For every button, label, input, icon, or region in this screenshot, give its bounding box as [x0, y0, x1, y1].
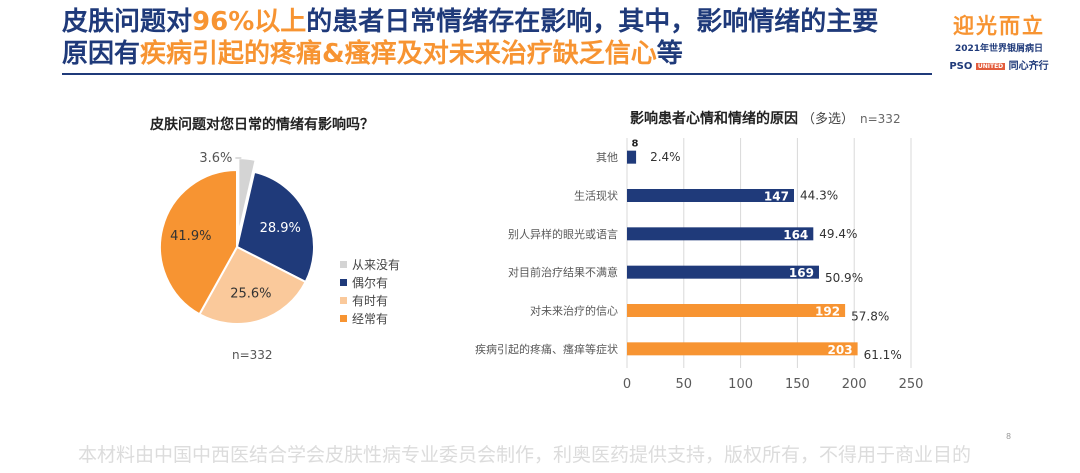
bar-percent-label: 61.1% [864, 348, 902, 362]
bar [627, 150, 637, 164]
bar-sample-size: n=332 [860, 112, 901, 126]
legend-item: 经常有 [340, 309, 400, 327]
headline-text: 等 [656, 39, 683, 69]
bar-category-label: 其他 [596, 151, 618, 164]
headline: 皮肤问题对96%以上的患者日常情绪存在影响，其中，影响情绪的主要 原因有疾病引起… [62, 6, 942, 70]
legend-item: 有时有 [340, 291, 400, 309]
headline-divider [62, 73, 932, 75]
bar-chart-title: 影响患者心情和情绪的原因 （多选） n=332 [630, 108, 901, 128]
bar-x-tick-label: 200 [842, 377, 867, 392]
page-number: 8 [1006, 432, 1012, 441]
headline-text: 皮肤问题对 [62, 7, 193, 37]
legend-swatch [340, 278, 347, 286]
headline-text: 原因有 [62, 39, 141, 69]
pie-slice-label: 28.9% [260, 221, 301, 236]
pie-slice [198, 245, 307, 325]
headline-line-2: 原因有疾病引起的疼痛&瘙痒及对未来治疗缺乏信心等 [62, 38, 942, 70]
bar [627, 227, 814, 241]
bar-x-tick-label: 100 [728, 377, 753, 392]
bar-value-label: 169 [789, 266, 814, 280]
bar-percent-label: 50.9% [825, 271, 863, 285]
pie-sample-size: n=332 [232, 348, 273, 362]
bar-category-label: 疾病引起的疼痛、瘙痒等症状 [475, 342, 618, 356]
bar-x-tick-label: 150 [785, 377, 810, 392]
headline-highlight: 96%以上 [192, 7, 307, 37]
bar [627, 189, 794, 202]
bar-value-label: 192 [815, 305, 840, 319]
legend-swatch [340, 260, 347, 268]
bar-x-tick-label: 50 [676, 377, 693, 392]
bar [627, 304, 846, 317]
bar-x-tick-label: 250 [899, 377, 924, 392]
bar-percent-label: 44.3% [800, 189, 838, 203]
bar-category-label: 对目前治疗结果不满意 [508, 265, 618, 279]
bar-chart-title-text: 影响患者心情和情绪的原因 [630, 111, 798, 127]
pie-chart: 3.6% 28.9% 25.6% 41.9% [159, 151, 315, 325]
pie-slice-label: 3.6% [199, 151, 232, 166]
legend-label: 经常有 [352, 311, 389, 326]
pie-legend: 从来没有偶尔有有时有经常有 [340, 255, 400, 327]
bar-category-label: 别人异样的眼光或语言 [508, 227, 618, 241]
brand-tagline: 同心齐行 [1008, 61, 1049, 72]
pie-slice-label: 41.9% [170, 229, 211, 244]
bar-category-label: 生活现状 [574, 189, 618, 203]
footer-disclaimer: 本材料由中国中西医结合学会皮肤性病专业委员会制作，利奥医药提供支持，版权所有，不… [78, 444, 972, 466]
bar-chart-title-note: （多选） [802, 112, 855, 127]
headline-text: 的患者日常情绪存在影响，其中，影响情绪的主要 [306, 7, 879, 37]
headline-line-1: 皮肤问题对96%以上的患者日常情绪存在影响，其中，影响情绪的主要 [62, 6, 942, 38]
bar [627, 342, 858, 356]
brand-badge: UNITED [975, 62, 1006, 70]
bar-value-label: 203 [828, 343, 853, 357]
legend-swatch [340, 296, 347, 304]
brand-pso: PSO [949, 61, 973, 72]
pie-chart-title: 皮肤问题对您日常的情绪有影响吗？ [150, 117, 374, 133]
bar-percent-label: 57.8% [851, 310, 889, 324]
legend-swatch [340, 314, 347, 322]
legend-item: 偶尔有 [340, 273, 400, 291]
legend-label: 有时有 [352, 293, 389, 308]
brand-subtitle: 2021年世界银屑病日 [954, 44, 1044, 54]
brand-tagline-row: PSO UNITED 同心齐行 [944, 57, 1054, 72]
pie-slice [159, 168, 238, 316]
legend-label: 偶尔有 [352, 275, 389, 290]
brand-title: 迎光而立 [953, 14, 1045, 38]
pie-slice-label: 25.6% [230, 287, 271, 302]
legend-item: 从来没有 [340, 255, 400, 273]
bar-category-label: 对未来治疗的信心 [530, 304, 618, 318]
pie-slice [235, 170, 315, 284]
bar-value-label: 164 [783, 228, 808, 242]
bar-x-tick-label: 0 [623, 377, 631, 392]
headline-highlight: 疾病引起的疼痛&瘙痒及对未来治疗缺乏信心 [140, 39, 657, 69]
legend-label: 从来没有 [352, 257, 401, 272]
brand-logo: 迎光而立 2021年世界银屑病日 PSO UNITED 同心齐行 [944, 14, 1054, 72]
bar-value-label: 147 [764, 190, 789, 204]
bar-value-label: 8 [632, 139, 639, 150]
bar [627, 265, 819, 279]
bar-percent-label: 2.4% [650, 150, 681, 164]
bar-percent-label: 49.4% [819, 227, 857, 241]
